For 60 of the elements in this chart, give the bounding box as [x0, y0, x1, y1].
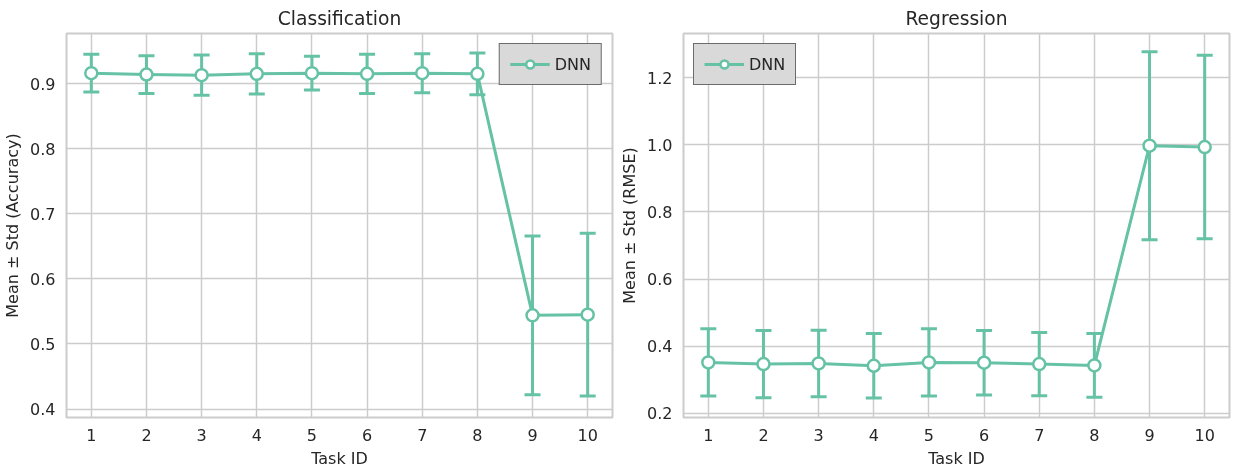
- point: [194, 67, 209, 83]
- x-tick-label: 3: [196, 425, 207, 445]
- point: [304, 65, 320, 81]
- x-tick-label: 8: [1089, 425, 1100, 445]
- x-tick-label: 9: [1144, 425, 1155, 445]
- legend-label: DNN: [554, 54, 591, 74]
- point: [1031, 356, 1047, 372]
- x-tick-label: 2: [141, 425, 152, 445]
- point: [470, 66, 485, 82]
- x-axis-title: Task ID: [927, 448, 985, 468]
- x-tick-label: 4: [868, 425, 879, 445]
- y-tick-label: 1.0: [647, 135, 673, 155]
- point: [359, 66, 375, 82]
- point: [525, 308, 540, 323]
- y-axis-title: Mean ± Std (RMSE): [620, 147, 640, 304]
- y-tick-label: 1.2: [647, 68, 673, 88]
- x-tick-label: 10: [1194, 425, 1215, 445]
- chart-title: Classification: [277, 7, 402, 29]
- y-tick-label: 0.8: [647, 202, 673, 222]
- y-tick-label: 0.8: [30, 139, 56, 159]
- point: [701, 355, 716, 370]
- x-tick-label: 9: [527, 425, 538, 445]
- x-tick-label: 1: [703, 425, 714, 445]
- y-tick-label: 0.5: [30, 334, 56, 354]
- chart-title: Regression: [905, 7, 1008, 29]
- x-tick-label: 5: [306, 425, 318, 445]
- y-tick-label: 0.6: [30, 269, 56, 289]
- y-tick-label: 0.7: [30, 204, 56, 224]
- point: [921, 355, 937, 370]
- point: [756, 356, 771, 372]
- x-tick-label: 4: [251, 425, 262, 445]
- point: [866, 358, 882, 373]
- x-tick-label: 1: [86, 425, 97, 445]
- point: [249, 66, 265, 82]
- x-axis-title: Task ID: [310, 448, 368, 468]
- y-tick-label: 0.6: [647, 270, 673, 290]
- point: [414, 65, 430, 81]
- x-tick-label: 10: [577, 425, 598, 445]
- legend-label: DNN: [749, 54, 786, 74]
- x-tick-label: 8: [472, 425, 483, 445]
- point: [139, 67, 154, 82]
- y-tick-label: 0.4: [30, 400, 56, 420]
- y-tick-label: 0.2: [647, 404, 673, 424]
- x-tick-label: 5: [923, 425, 935, 445]
- point: [1087, 358, 1102, 373]
- point: [580, 307, 595, 322]
- x-tick-label: 7: [1034, 425, 1045, 445]
- point: [811, 356, 826, 371]
- x-tick-label: 7: [417, 425, 428, 445]
- x-tick-label: 3: [813, 425, 824, 445]
- point: [84, 65, 99, 81]
- point: [976, 355, 992, 370]
- y-tick-label: 0.9: [30, 74, 56, 94]
- x-tick-label: 6: [978, 425, 990, 445]
- y-tick-label: 0.4: [647, 337, 673, 357]
- point: [1197, 139, 1212, 155]
- x-tick-label: 2: [758, 425, 769, 445]
- x-tick-label: 6: [361, 425, 373, 445]
- y-axis-title: Mean ± Std (Accuracy): [3, 133, 23, 318]
- point: [1142, 138, 1157, 153]
